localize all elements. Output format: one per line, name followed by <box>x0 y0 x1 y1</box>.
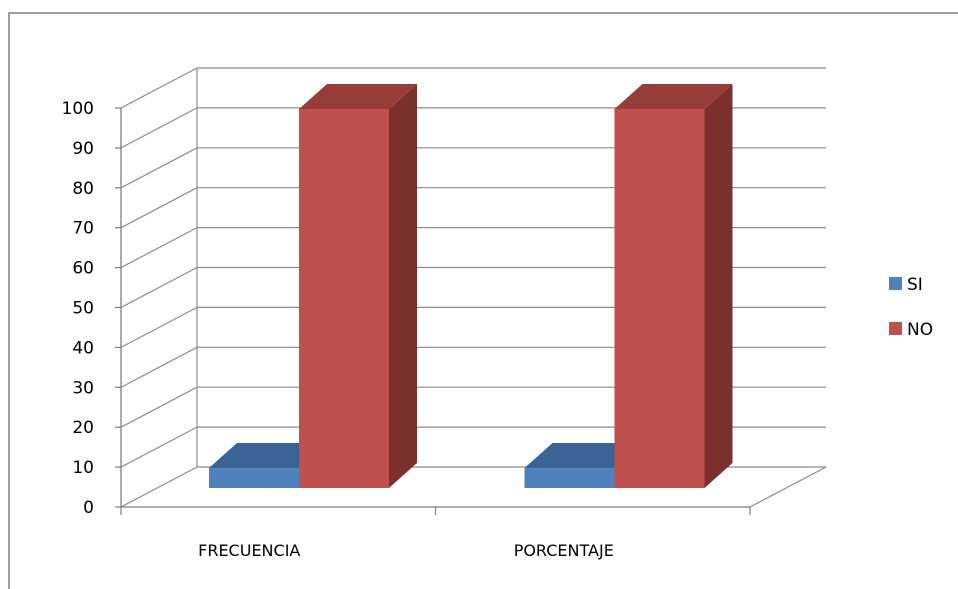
y-tick-label: 20 <box>72 418 94 438</box>
legend: SI NO <box>889 275 933 340</box>
y-tick-label: 30 <box>72 378 94 398</box>
y-tick-label: 80 <box>72 179 94 199</box>
legend-label: SI <box>907 275 923 295</box>
y-tick-label: 100 <box>62 99 94 119</box>
bar-side <box>704 83 733 488</box>
axis-labels: 0 10 20 30 40 50 60 70 80 90 100 FRECUENCIA PORCENTA… <box>62 99 614 560</box>
legend-swatch <box>889 277 902 290</box>
bars <box>209 83 733 488</box>
gridline-diag <box>120 386 198 428</box>
y-tick-label: 50 <box>72 299 94 319</box>
y-tick-label: 40 <box>72 338 94 358</box>
bar-front <box>299 108 389 488</box>
bar-no-frecuencia <box>299 83 417 488</box>
gridline-diag <box>120 306 198 348</box>
gridline-diag <box>120 266 198 309</box>
floor-edge <box>749 466 827 508</box>
bar-front <box>614 108 705 488</box>
bar-side <box>389 83 417 488</box>
bar-top <box>524 443 643 469</box>
gridline-diag <box>120 426 198 468</box>
bar-no-porcentaje <box>614 83 733 488</box>
gridline-diag <box>120 346 198 388</box>
bar-front <box>209 468 299 488</box>
bar-si-porcentaje <box>524 443 643 488</box>
x-category-label: PORCENTAJE <box>514 541 614 560</box>
gridline-diag <box>120 107 198 149</box>
gridline-diag <box>120 227 198 269</box>
y-tick-label: 10 <box>72 458 94 478</box>
legend-label: NO <box>907 320 933 340</box>
bar-top <box>299 83 417 109</box>
chart-border <box>8 12 958 589</box>
y-tick-label: 0 <box>83 498 94 518</box>
y-tick-label: 90 <box>72 139 94 159</box>
gridline-diag <box>120 67 198 109</box>
gridline-diag <box>120 466 198 508</box>
gridline-diag <box>120 147 198 189</box>
gridline-diag <box>120 187 198 229</box>
bar-top <box>614 83 733 109</box>
x-category-label: FRECUENCIA <box>198 541 300 560</box>
legend-swatch <box>889 322 902 335</box>
bar-front <box>524 468 615 488</box>
y-tick-label: 60 <box>72 259 94 279</box>
axes <box>115 107 751 515</box>
y-tick-label: 70 <box>72 219 94 239</box>
bar-top <box>209 443 327 469</box>
